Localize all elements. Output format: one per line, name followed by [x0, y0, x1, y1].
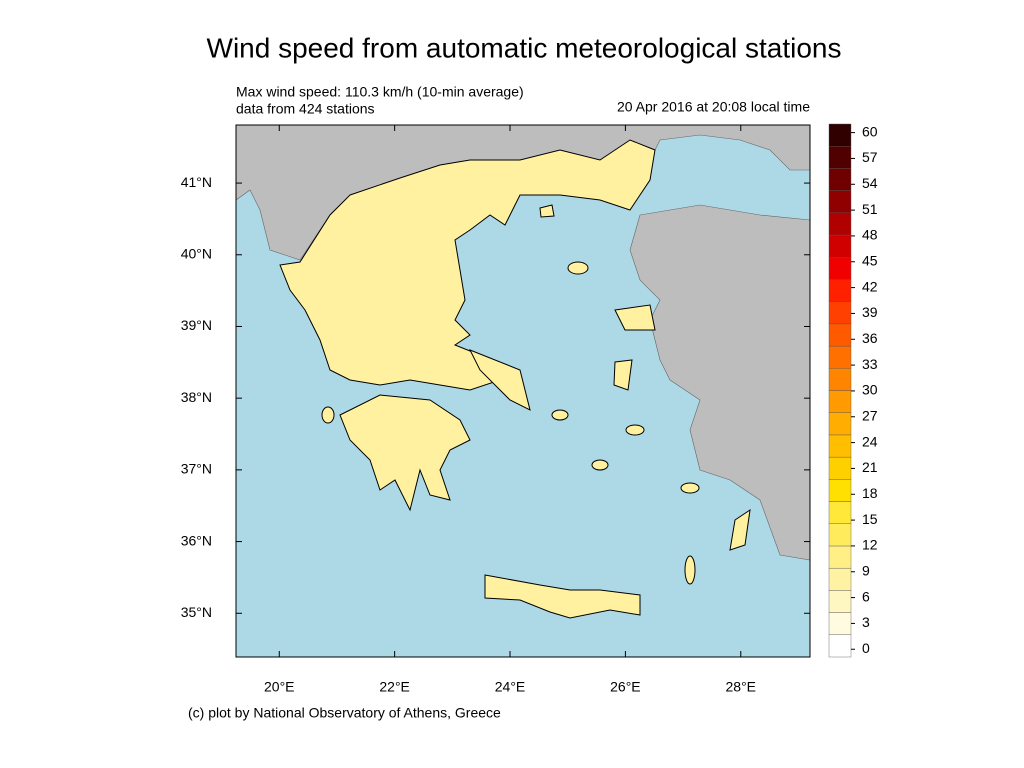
- colorbar-box: [828, 501, 852, 524]
- colorbar-tick-label: 45: [862, 252, 878, 268]
- colorbar-tick-label: 6: [862, 588, 870, 604]
- credit: (c) plot by National Observatory of Athe…: [188, 705, 501, 721]
- lon-tick-label: 20°E: [264, 679, 295, 695]
- colorbar-tick-label: 21: [862, 459, 878, 475]
- colorbar-tick-label: 51: [862, 201, 878, 217]
- stations: data from 424 stations: [236, 101, 375, 117]
- colorbar-tick-label: 3: [862, 614, 870, 630]
- map-frame: [235, 124, 811, 658]
- colorbar-box: [828, 345, 852, 369]
- island: [625, 424, 645, 436]
- island: [684, 555, 696, 585]
- colorbar-box: [828, 390, 852, 413]
- colorbar-tick-label: 15: [862, 511, 878, 527]
- lon-tick-label: 24°E: [495, 679, 526, 695]
- colorbar-tick-label: 30: [862, 382, 878, 398]
- chios: [613, 359, 633, 391]
- lat-tick-label: 38°N: [181, 389, 212, 405]
- island: [321, 406, 335, 424]
- map: [235, 124, 811, 658]
- colorbar-tick-label: 39: [862, 304, 878, 320]
- colorbar-tick-label: 57: [862, 149, 878, 165]
- colorbar-tick-label: 24: [862, 433, 878, 449]
- colorbar-box: [828, 212, 852, 236]
- colorbar-box: [828, 479, 852, 502]
- colorbar-box: [828, 590, 852, 613]
- colorbar-box: [828, 234, 852, 258]
- colorbar-box: [828, 279, 852, 302]
- island: [680, 482, 700, 494]
- thasos: [539, 204, 555, 218]
- lon-tick-label: 26°E: [610, 679, 641, 695]
- colorbar-box: [828, 456, 852, 480]
- mainland: [279, 139, 656, 392]
- time: 20 Apr 2016 at 20:08 local time: [617, 99, 810, 115]
- colorbar-box: [828, 257, 852, 280]
- colorbar-tick-label: 18: [862, 485, 878, 501]
- colorbar-box: [828, 323, 852, 347]
- lat-tick-label: 35°N: [181, 604, 212, 620]
- colorbar-box: [828, 412, 852, 436]
- euboea: [468, 349, 531, 411]
- colorbar-box: [828, 368, 852, 391]
- island: [591, 459, 609, 471]
- lat-tick-label: 39°N: [181, 317, 212, 333]
- colorbar-box: [828, 123, 852, 147]
- colorbar-tick-label: 48: [862, 227, 878, 243]
- island: [551, 409, 569, 421]
- lat-tick-label: 36°N: [181, 532, 212, 548]
- island: [567, 261, 589, 275]
- colorbar-box: [828, 434, 852, 458]
- turkey: [629, 204, 811, 561]
- colorbar-tick-label: 54: [862, 175, 878, 191]
- colorbar-box: [828, 190, 852, 214]
- lat-tick-label: 40°N: [181, 245, 212, 261]
- colorbar-tick-label: 27: [862, 407, 878, 423]
- colorbar-box: [828, 612, 852, 635]
- colorbar-box: [828, 301, 852, 325]
- lon-tick-label: 28°E: [726, 679, 757, 695]
- max-wind: Max wind speed: 110.3 km/h (10-min avera…: [236, 84, 524, 100]
- colorbar-tick-label: 12: [862, 537, 878, 553]
- colorbar-box: [828, 634, 852, 658]
- title: Wind speed from automatic meteorological…: [207, 32, 842, 63]
- colorbar-box: [828, 523, 852, 547]
- colorbar-tick-label: 60: [862, 123, 878, 139]
- colorbar-tick-label: 33: [862, 356, 878, 372]
- colorbar-tick-label: 0: [862, 640, 870, 656]
- rhodes: [729, 508, 751, 551]
- colorbar-box: [828, 545, 852, 569]
- lon-tick-label: 22°E: [379, 679, 410, 695]
- colorbar-tick-label: 9: [862, 562, 870, 578]
- colorbar-box: [828, 168, 852, 191]
- peloponnese: [339, 394, 471, 512]
- lesvos: [614, 304, 656, 331]
- colorbar-box: [828, 146, 852, 169]
- colorbar-tick-label: 36: [862, 330, 878, 346]
- lat-tick-label: 37°N: [181, 461, 212, 477]
- crete: [484, 574, 641, 619]
- colorbar-box: [828, 567, 852, 591]
- colorbar-tick-label: 42: [862, 278, 878, 294]
- lat-tick-label: 41°N: [181, 174, 212, 190]
